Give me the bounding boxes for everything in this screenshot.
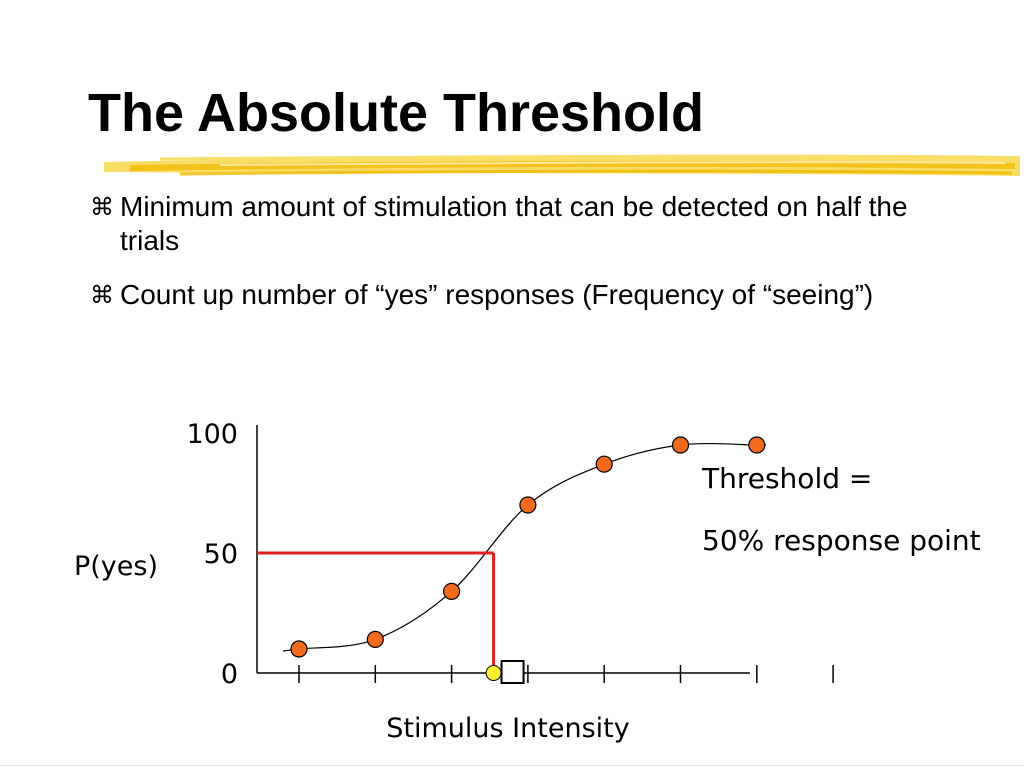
data-point [443, 582, 461, 601]
data-point [519, 496, 537, 514]
data-point [595, 455, 613, 473]
x-axis-title: Stimulus Intensity [386, 713, 629, 744]
threshold-point [485, 665, 502, 681]
slide-title: The Absolute Threshold [88, 83, 705, 143]
footer-rule [0, 765, 1024, 766]
bullet-text: Count up number of “yes” responses (Freq… [120, 279, 874, 310]
place-of-interest-icon: ⌘ [90, 281, 114, 309]
threshold-caption: Threshold = [702, 462, 873, 495]
place-of-interest-icon: ⌘ [90, 193, 114, 221]
data-point [671, 436, 690, 454]
data-point [366, 630, 384, 649]
y-axis-title: P(yes) [74, 551, 158, 582]
y-tick-label: 100 [186, 419, 238, 450]
bullet-item: ⌘ Minimum amount of stimulation that can… [90, 190, 930, 258]
data-point [748, 436, 766, 454]
fitted-curve [282, 442, 767, 652]
bullet-list: ⌘ Minimum amount of stimulation that can… [90, 190, 930, 332]
y-tick-label: 0 [221, 659, 238, 690]
square-outline-icon [500, 660, 525, 684]
y-tick-label: 50 [204, 539, 238, 570]
data-point [290, 640, 308, 658]
threshold-definition: 50% response point [702, 524, 981, 557]
bullet-text: Minimum amount of stimulation that can b… [120, 191, 908, 256]
highlighter-underline [104, 154, 1020, 176]
bullet-item: ⌘ Count up number of “yes” responses (Fr… [90, 278, 930, 312]
